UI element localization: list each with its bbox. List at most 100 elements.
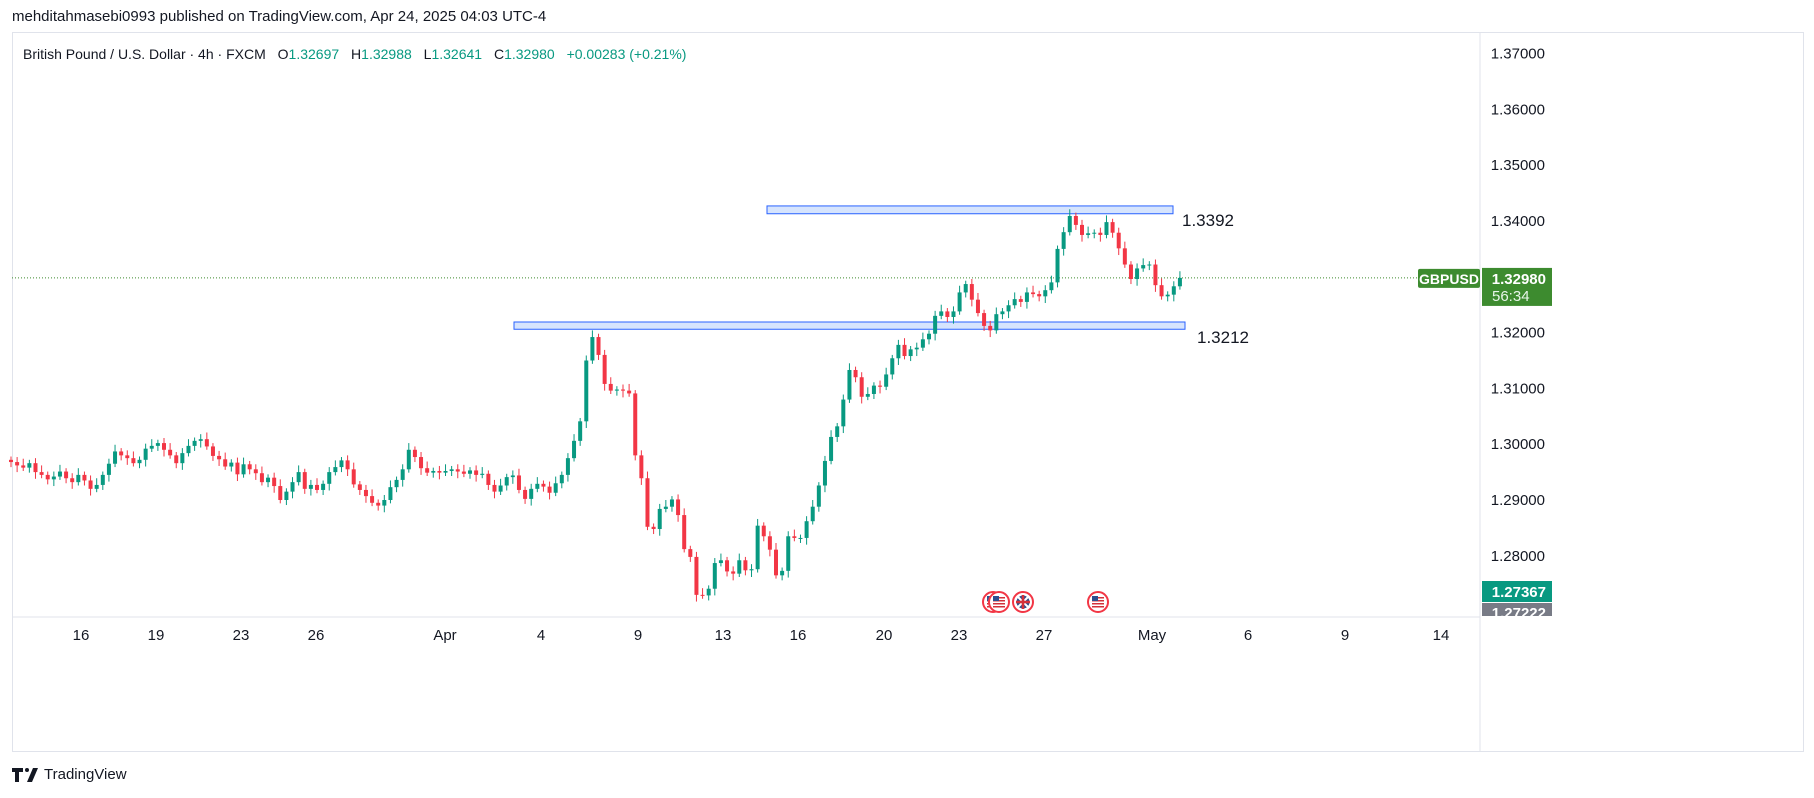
candle <box>333 460 338 476</box>
candle <box>559 471 564 489</box>
candle-body <box>266 477 271 483</box>
candle-body <box>878 385 883 387</box>
candle-body <box>1159 285 1164 297</box>
candle <box>725 556 730 577</box>
candle-body <box>425 468 430 473</box>
candle <box>847 363 852 403</box>
y-tick-label: 1.29000 <box>1491 492 1545 509</box>
candle <box>1177 271 1182 290</box>
candle-body <box>725 560 730 572</box>
candle <box>908 345 913 362</box>
candle <box>731 566 736 581</box>
candle-body <box>1043 290 1048 297</box>
candle <box>162 438 166 457</box>
candle <box>761 522 766 542</box>
candle-body <box>902 344 907 357</box>
candle <box>143 443 148 467</box>
candle-body <box>920 339 925 348</box>
candle-body <box>798 537 803 539</box>
change-value: +0.00283 (+0.21%) <box>566 46 687 62</box>
candle-body <box>363 489 368 497</box>
candle-body <box>841 399 846 427</box>
candle-body <box>633 393 638 456</box>
candle <box>645 471 650 531</box>
candle <box>786 531 791 578</box>
candle <box>1165 291 1170 302</box>
candle <box>223 452 228 470</box>
candle <box>774 542 778 579</box>
candle <box>1067 209 1072 236</box>
y-tick-label: 1.30000 <box>1491 436 1545 453</box>
candle <box>1141 258 1146 272</box>
candle-body <box>774 549 778 576</box>
candle-body <box>1049 282 1054 291</box>
candle <box>57 464 62 480</box>
candle <box>357 481 362 495</box>
candle <box>621 384 625 398</box>
candle <box>884 367 889 391</box>
candle-body <box>376 502 381 506</box>
candle <box>572 434 577 462</box>
candle <box>192 437 197 451</box>
candle-body <box>357 484 362 490</box>
x-tick-label: 13 <box>715 627 732 644</box>
candle-body <box>1092 232 1097 234</box>
candle-body <box>15 462 20 466</box>
candle-body <box>480 473 485 475</box>
candle <box>315 478 319 494</box>
candle-body <box>339 460 344 468</box>
candle <box>516 468 521 494</box>
candle-body <box>155 443 160 446</box>
candle <box>259 466 264 486</box>
candle <box>988 320 993 338</box>
candle-body <box>455 469 460 472</box>
candle <box>412 446 417 463</box>
candle-body <box>890 358 895 375</box>
candle-body <box>1080 224 1084 235</box>
candle-body <box>1031 292 1036 295</box>
price-chart[interactable]: 1.3392 1.3212 16 19 23 26 Apr 4 9 13 16 20 23 27 May 6… <box>0 0 1814 760</box>
candle-body <box>743 560 748 571</box>
candle <box>896 339 901 365</box>
ohlc-legend: British Pound / U.S. Dollar · 4h · FXCM … <box>23 46 686 62</box>
candle-body <box>510 475 515 478</box>
candle-body <box>1116 232 1121 249</box>
candle-body <box>1012 299 1017 306</box>
candle-body <box>198 439 203 441</box>
candle <box>578 417 583 446</box>
candle-body <box>137 459 142 464</box>
open-label: O <box>277 46 289 62</box>
candle-body <box>584 360 589 422</box>
y-tick-label: 1.37000 <box>1491 46 1545 63</box>
candle <box>76 468 81 486</box>
candle <box>871 382 876 400</box>
candle <box>927 330 931 345</box>
candle-body <box>370 496 375 503</box>
candle-body <box>982 313 987 326</box>
us-flag-icon <box>988 591 1010 613</box>
last-price-bg <box>1482 267 1552 306</box>
candle-body <box>39 472 44 475</box>
candle <box>859 372 864 404</box>
candle-body <box>645 478 650 527</box>
candle-body <box>498 485 503 492</box>
candle <box>278 479 283 504</box>
candle-body <box>1147 264 1152 266</box>
x-tick-label: 6 <box>1244 627 1252 644</box>
candle-body <box>749 569 754 571</box>
candle <box>382 494 387 513</box>
candle <box>339 457 344 473</box>
candle <box>810 500 815 525</box>
x-tick-label: 9 <box>1341 627 1349 644</box>
candle-body <box>939 311 944 316</box>
candle <box>1080 219 1084 242</box>
candle-body <box>780 570 785 576</box>
candle-body <box>315 484 319 490</box>
candle <box>939 304 944 320</box>
y-tick-label: 1.34000 <box>1491 213 1545 230</box>
tradingview-brand[interactable]: TradingView <box>12 766 127 783</box>
candle-body <box>449 469 454 471</box>
candle <box>804 516 809 545</box>
candle <box>504 473 509 491</box>
